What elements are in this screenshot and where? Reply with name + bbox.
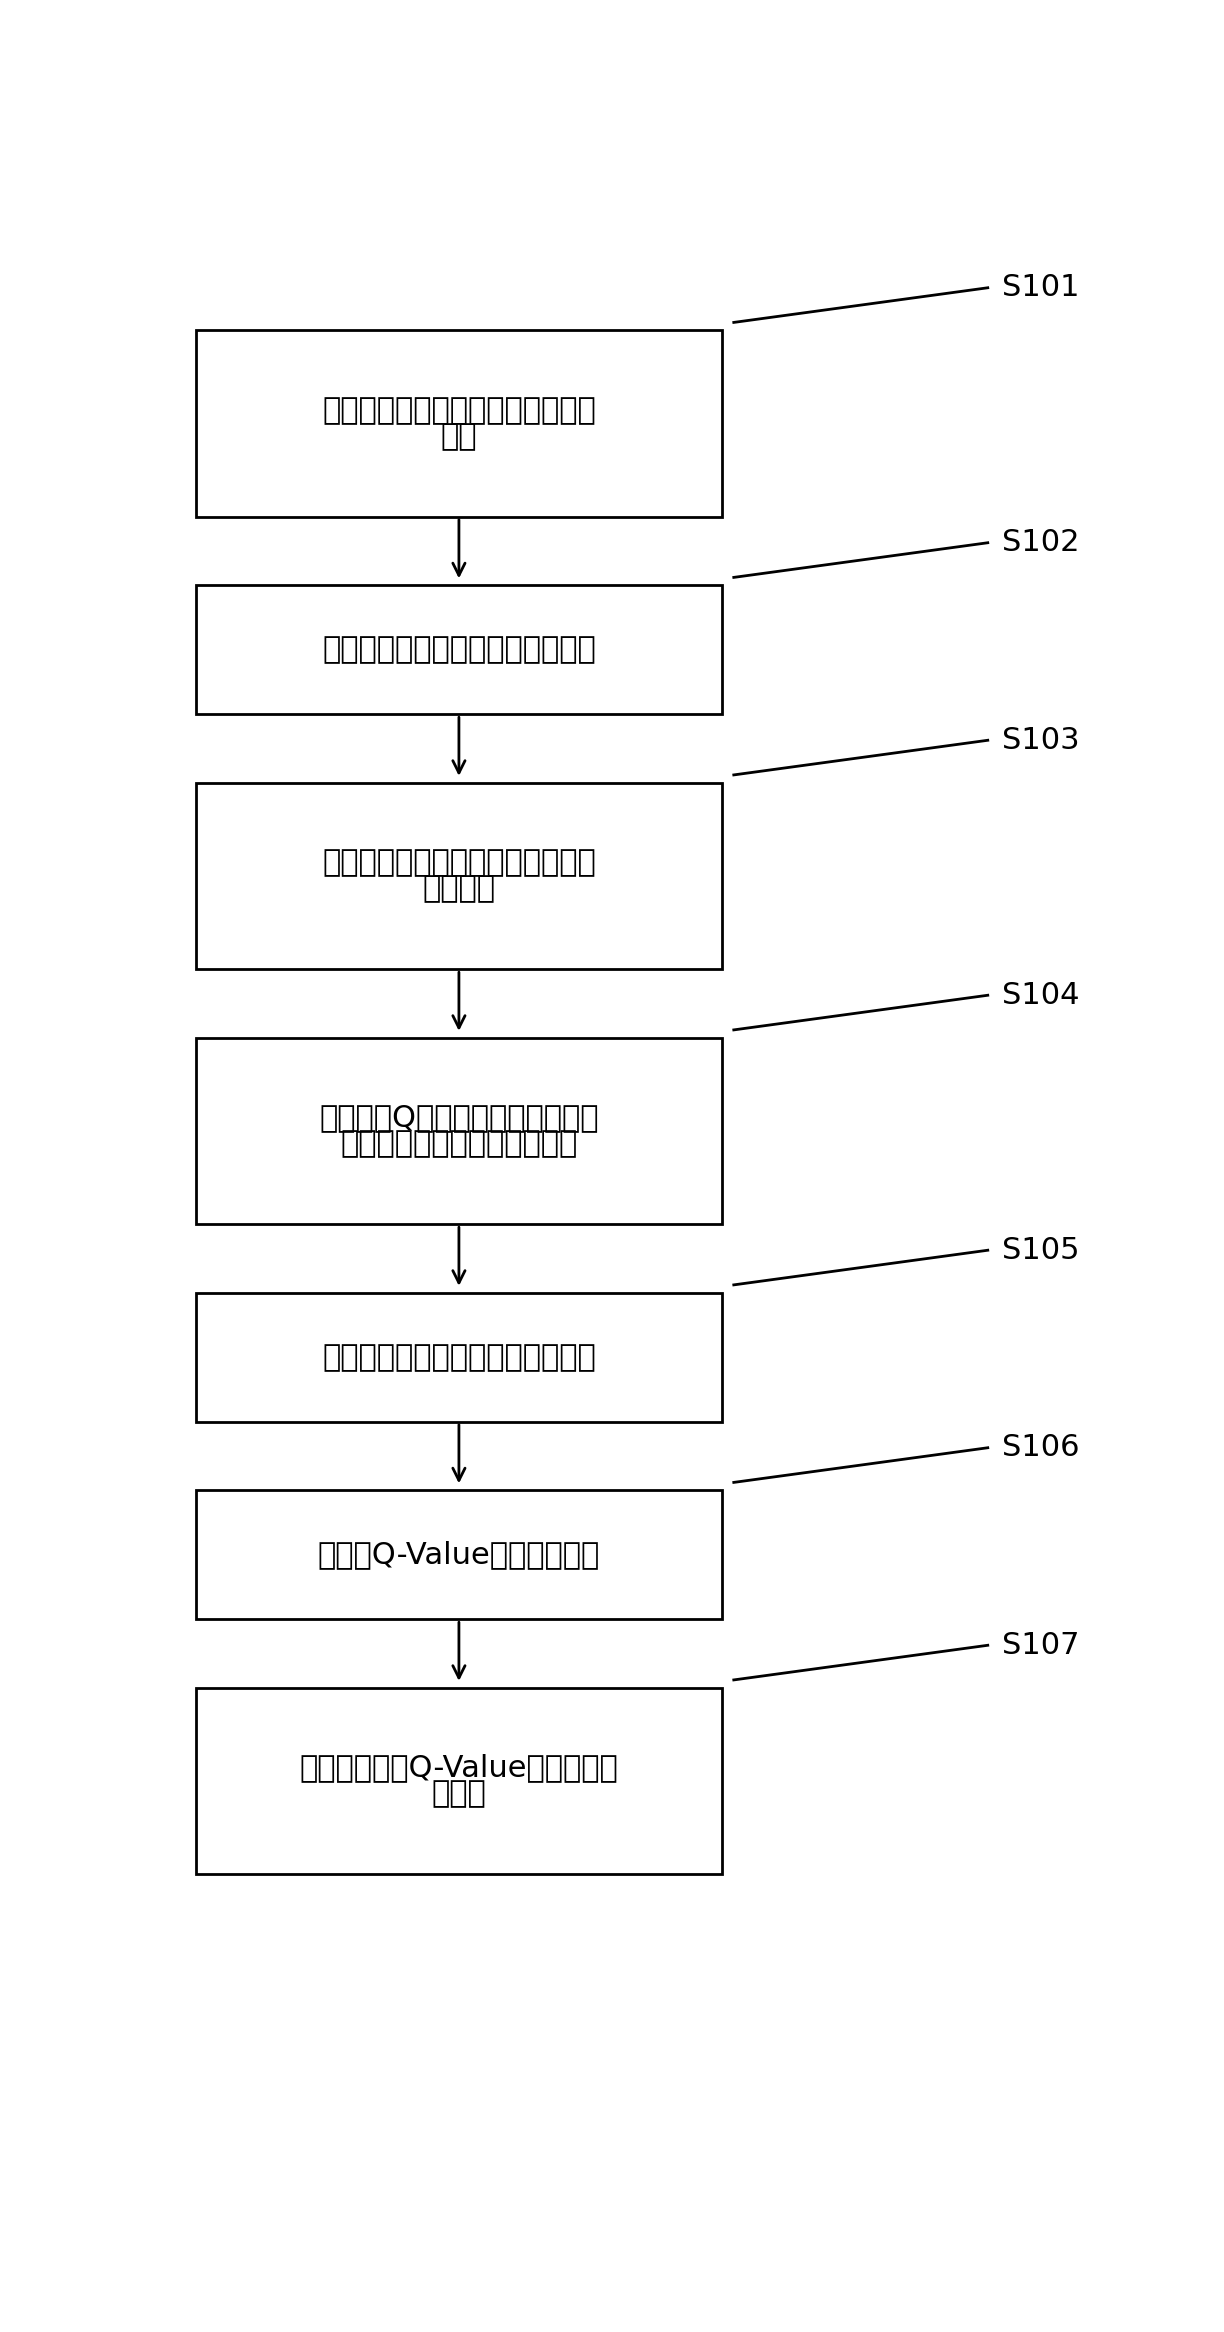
Text: S105: S105 [1002, 1236, 1080, 1264]
Text: 进行学习，对自身进行初始化: 进行学习，对自身进行初始化 [340, 1129, 578, 1159]
Text: 节点对Q-Value矩阵进行更新: 节点对Q-Value矩阵进行更新 [318, 1539, 600, 1569]
Text: 工作模式: 工作模式 [422, 874, 496, 902]
Text: S107: S107 [1002, 1630, 1080, 1660]
Text: 节点通过所处环境的状态确定自身: 节点通过所处环境的状态确定自身 [322, 849, 596, 877]
Bar [196, 585, 722, 714]
Text: S104: S104 [1002, 982, 1080, 1010]
Text: 根据家禽的生长状态确定环境状态: 根据家禽的生长状态确定环境状态 [322, 634, 596, 665]
Text: 通过环境感知对家禽生长状态进行: 通过环境感知对家禽生长状态进行 [322, 396, 596, 424]
Bar [196, 331, 722, 518]
Bar [196, 1490, 722, 1618]
Text: S101: S101 [1002, 273, 1080, 303]
Text: 节点通过搜索Q-Value矩阵选择最: 节点通过搜索Q-Value矩阵选择最 [300, 1754, 618, 1782]
Text: S102: S102 [1002, 529, 1080, 557]
Text: 佳动作: 佳动作 [432, 1779, 486, 1810]
Text: S103: S103 [1002, 725, 1080, 756]
Text: 节点使用Q学习的方法对网络环境: 节点使用Q学习的方法对网络环境 [319, 1103, 599, 1133]
Text: S106: S106 [1002, 1434, 1080, 1462]
Bar [196, 784, 722, 970]
Text: 预测: 预测 [441, 422, 477, 450]
Bar [196, 1292, 722, 1423]
Text: 节点根据网络状态获得延时回报值: 节点根据网络状态获得延时回报值 [322, 1343, 596, 1371]
Bar [196, 1688, 722, 1875]
Bar [196, 1038, 722, 1224]
